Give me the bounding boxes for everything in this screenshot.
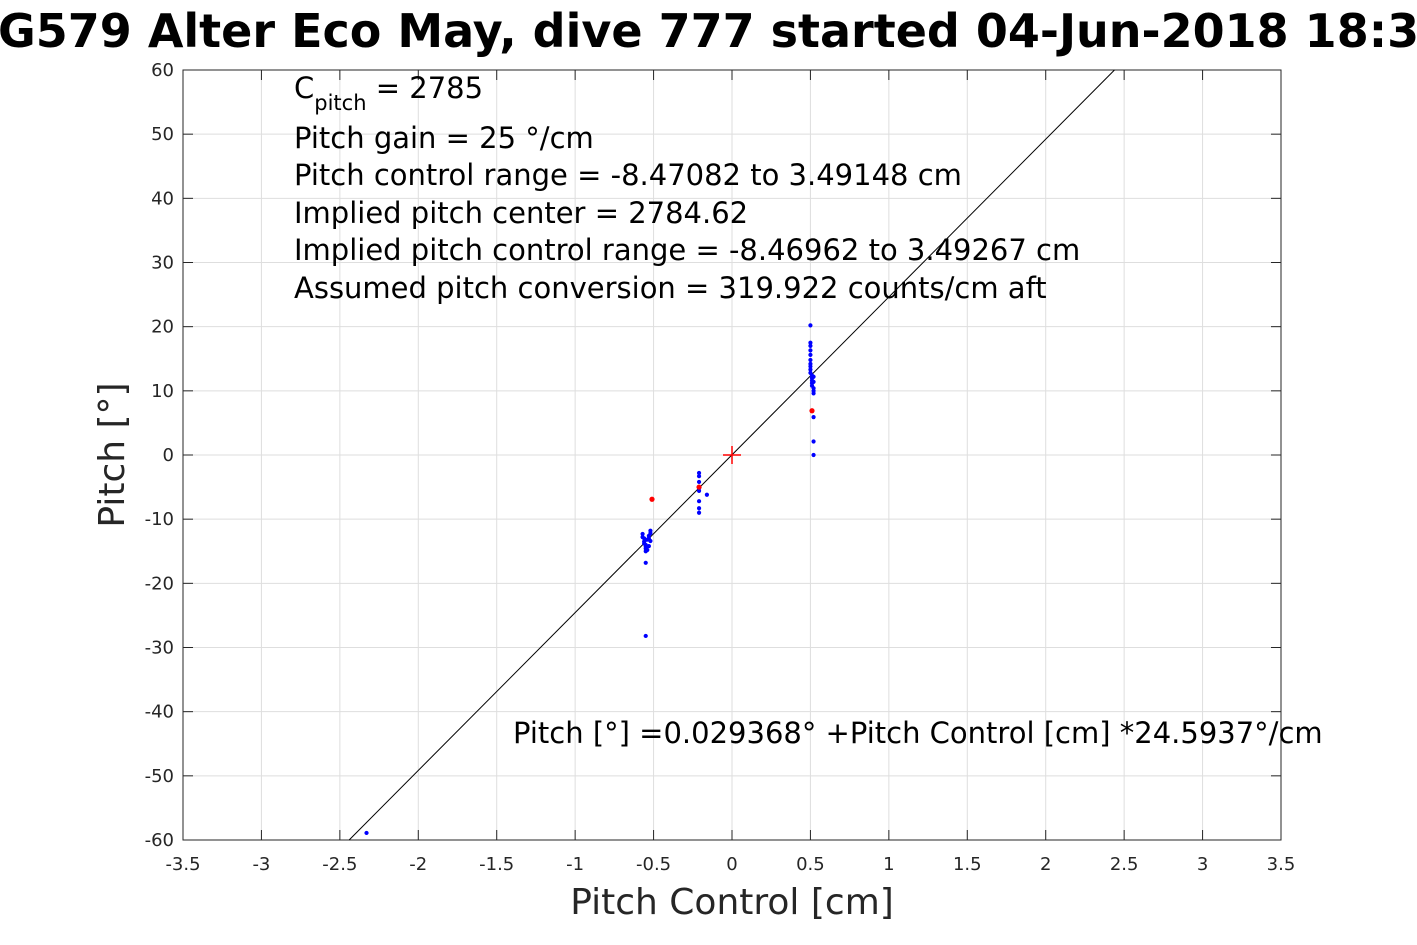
chart-title: SG579 Alter Eco May, dive 777 started 04…: [0, 4, 1417, 58]
c-pitch-symbol: C: [294, 71, 314, 105]
x-tick-labels: -3.5 -3 -2.5 -2 -1.5 -1 -0.5 0 0.5 1 1.5 2 2.5 3 3.5: [165, 854, 1295, 875]
data-point: [643, 633, 648, 639]
y-tick-label: 10: [151, 381, 174, 402]
y-tick-label: 20: [151, 317, 174, 338]
data-point: [809, 408, 815, 414]
data-point: [808, 340, 813, 345]
axis-ticks: [182, 69, 1282, 841]
data-point: [808, 323, 813, 328]
data-point: [648, 528, 653, 533]
x-tick-label: 2.5: [1110, 854, 1139, 875]
y-tick-label: -10: [145, 509, 174, 530]
data-point: [808, 343, 813, 349]
data-point: [649, 496, 655, 502]
data-point: [811, 415, 816, 420]
data-point: [696, 484, 702, 490]
y-tick-label: 0: [163, 445, 174, 466]
implied-pitch-center-annotation: Implied pitch center = 2784.62: [294, 196, 748, 230]
data-point: [808, 352, 813, 357]
y-tick-label: -20: [145, 573, 174, 594]
x-tick-label: -0.5: [636, 854, 671, 875]
pitch-control-range-annotation: Pitch control range = -8.47082 to 3.4914…: [294, 158, 962, 192]
data-point: [704, 492, 710, 497]
pitch-gain-annotation: Pitch gain = 25 °/cm: [294, 121, 594, 155]
data-point: [646, 544, 651, 549]
y-tick-label: -50: [145, 766, 174, 787]
y-axis-label: Pitch [°]: [92, 382, 133, 527]
data-point: [696, 479, 702, 485]
data-point: [696, 510, 702, 515]
x-tick-label: -3.5: [165, 854, 200, 875]
data-point: [696, 506, 702, 511]
data-point: [808, 357, 813, 363]
data-point: [648, 538, 653, 544]
data-point: [640, 531, 645, 537]
data-point: [645, 547, 650, 553]
data-point: [811, 439, 816, 444]
data-point: [808, 367, 813, 372]
x-tick-label: -1.5: [479, 854, 514, 875]
implied-pitch-control-range-annotation: Implied pitch control range = -8.46962 t…: [294, 233, 1080, 267]
fit-equation-annotation: Pitch [°] =0.029368° +Pitch Control [cm]…: [513, 716, 1323, 750]
y-tick-label: -60: [145, 830, 174, 851]
data-point: [643, 560, 648, 565]
data-point: [808, 348, 813, 353]
data-point: [364, 830, 369, 836]
c-pitch-subscript: pitch: [314, 91, 366, 115]
y-tick-label: 50: [151, 124, 174, 145]
x-tick-label: 3.5: [1267, 854, 1296, 875]
data-point: [696, 488, 702, 494]
center-plus-marker: [723, 446, 741, 464]
y-tick-label: 60: [151, 60, 174, 81]
data-points: [364, 323, 816, 836]
x-tick-label: 1.5: [953, 854, 982, 875]
annotation-block: Cpitch = 2785 Pitch gain = 25 °/cm Pitch…: [294, 71, 1323, 750]
data-point: [696, 474, 702, 479]
y-tick-label: 30: [151, 253, 174, 274]
data-point: [642, 536, 647, 541]
data-point: [811, 391, 816, 396]
assumed-pitch-conversion-annotation: Assumed pitch conversion = 319.922 count…: [294, 271, 1047, 305]
c-pitch-annotation: Cpitch = 2785: [294, 71, 483, 115]
x-tick-label: 2: [1040, 854, 1051, 875]
x-tick-label: 0.5: [796, 854, 825, 875]
y-tick-labels: -60 -50 -40 -30 -20 -10 0 10 20 30 40 50 60: [145, 60, 174, 851]
data-point: [808, 364, 813, 369]
x-tick-label: 0: [726, 854, 737, 875]
data-point: [811, 452, 816, 458]
x-tick-label: 1: [883, 854, 894, 875]
y-tick-label: 40: [151, 188, 174, 209]
data-point: [696, 499, 702, 504]
grid-lines: [183, 70, 1281, 840]
data-point: [811, 374, 816, 379]
x-tick-label: 3: [1197, 854, 1208, 875]
x-axis-label: Pitch Control [cm]: [570, 882, 894, 923]
x-tick-label: -2.5: [322, 854, 357, 875]
c-pitch-value: = 2785: [367, 71, 484, 105]
y-tick-label: -40: [145, 702, 174, 723]
data-point: [696, 470, 702, 476]
x-tick-label: -2: [409, 854, 427, 875]
x-tick-label: -1: [566, 854, 584, 875]
y-tick-label: -30: [145, 638, 174, 659]
x-tick-label: -3: [252, 854, 270, 875]
data-point: [811, 379, 816, 384]
